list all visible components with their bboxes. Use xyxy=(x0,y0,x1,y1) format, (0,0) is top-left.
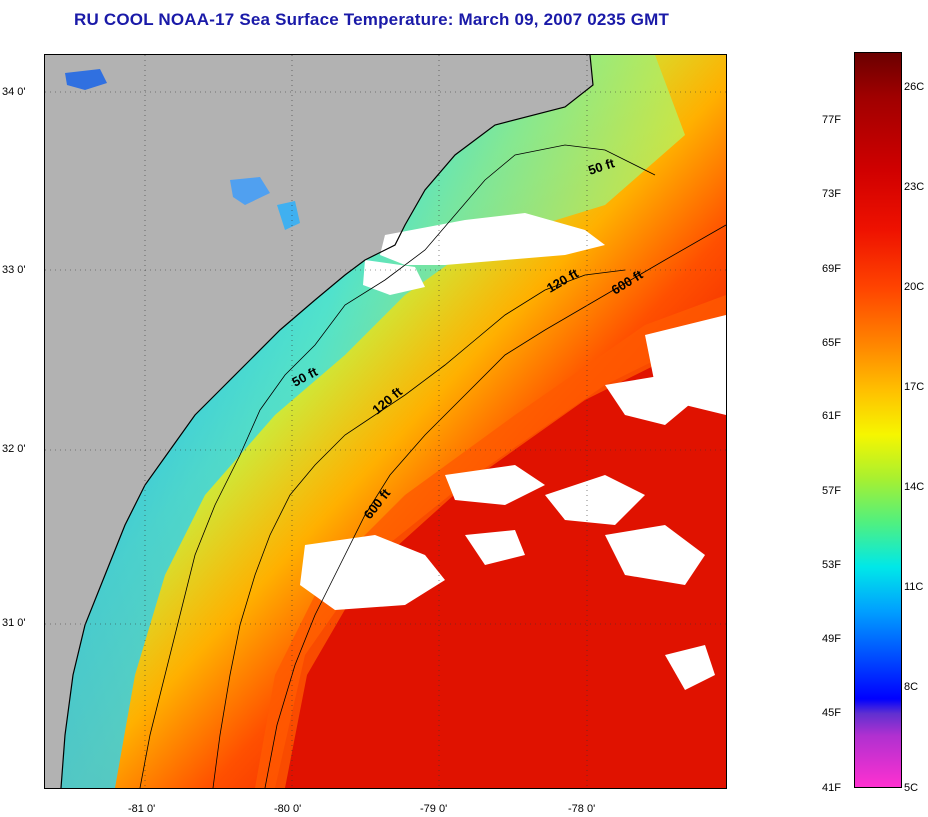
lon-label: -79 0' xyxy=(420,803,448,815)
cloud xyxy=(465,530,525,565)
lat-label: 33 0' xyxy=(2,264,26,276)
colorbar-f-label: 65F xyxy=(822,337,841,349)
cloud xyxy=(605,525,705,585)
colorbar-f-label: 77F xyxy=(822,114,841,126)
lon-label: -81 0' xyxy=(128,803,156,815)
colorbar-c-label: 23C xyxy=(904,181,925,193)
colorbar-f-label: 69F xyxy=(822,263,841,275)
inland-lake xyxy=(65,69,107,90)
colorbar-c-label: 26C xyxy=(904,81,925,93)
sst-map-canvas: 50 ft 120 ft 600 ft 50 ft 120 ft 600 ft xyxy=(45,55,726,788)
cloud xyxy=(605,375,695,425)
cloud xyxy=(363,260,425,295)
map-title: RU COOL NOAA-17 Sea Surface Temperature:… xyxy=(74,10,670,29)
colorbar-f-label: 61F xyxy=(822,410,841,422)
land xyxy=(45,55,593,788)
colorbar-f-label: 73F xyxy=(822,188,841,200)
sst-map: 50 ft 120 ft 600 ft 50 ft 120 ft 600 ft xyxy=(44,54,727,789)
lat-label: 34 0' xyxy=(2,86,26,98)
colorbar-f-label: 45F xyxy=(822,707,841,719)
lon-label: -78 0' xyxy=(568,803,596,815)
lat-label: 31 0' xyxy=(2,617,26,629)
colorbar-c-label: 11C xyxy=(904,581,924,593)
colorbar-c-label: 20C xyxy=(904,281,925,293)
colorbar-f-label: 41F xyxy=(822,782,841,794)
colorbar-c-label: 8C xyxy=(904,681,919,693)
colorbar-c-label: 14C xyxy=(904,481,925,493)
coastline xyxy=(60,55,594,788)
inland-lake xyxy=(230,177,270,205)
lat-label: 32 0' xyxy=(2,443,26,455)
cloud xyxy=(445,465,545,505)
isobath-50ft xyxy=(139,144,656,788)
cloud xyxy=(300,535,445,610)
colorbar-c-label: 5C xyxy=(904,782,919,794)
cloud xyxy=(665,645,715,690)
colorbar-f-label: 49F xyxy=(822,633,841,645)
lon-label: -80 0' xyxy=(274,803,302,815)
inland-lake xyxy=(277,201,300,230)
cloud xyxy=(380,213,605,265)
cloud xyxy=(545,475,645,525)
colorbar-f-label: 57F xyxy=(822,485,841,497)
colorbar-c-label: 17C xyxy=(904,381,925,393)
isobath-120ft xyxy=(212,269,626,788)
temperature-colorbar xyxy=(854,52,902,788)
isobath-600ft xyxy=(264,224,726,788)
grid-lines xyxy=(45,55,726,788)
colorbar-f-label: 53F xyxy=(822,559,841,571)
